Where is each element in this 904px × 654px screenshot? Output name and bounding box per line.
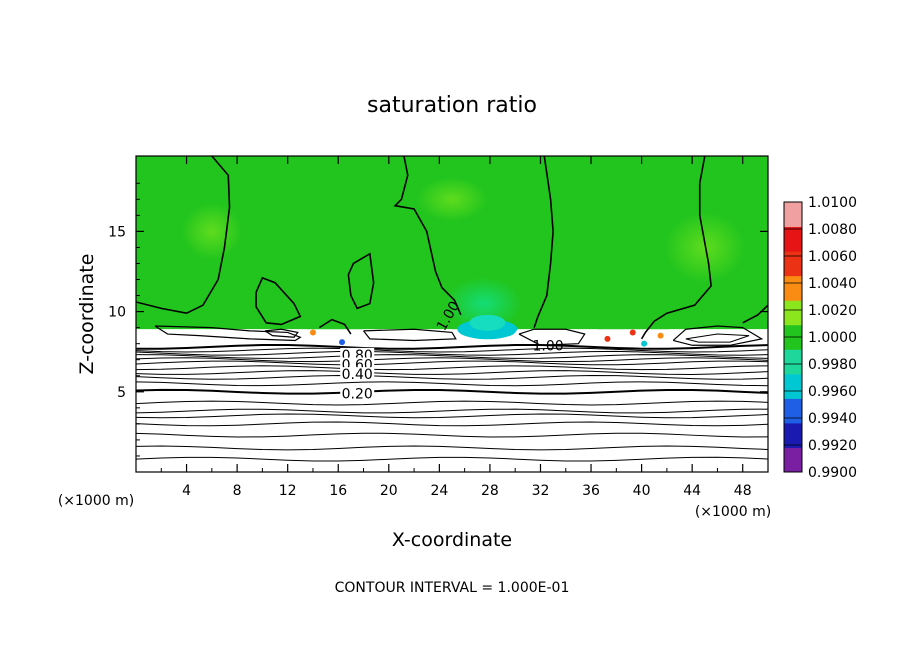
x-tick-label: 44 xyxy=(683,483,701,499)
contour-cloud xyxy=(264,328,299,338)
colorbar-label: 0.9980 xyxy=(808,357,857,373)
y-tick-label: 10 xyxy=(108,305,126,321)
subsaturated-gap xyxy=(136,329,768,344)
x-tick-label: 16 xyxy=(329,483,347,499)
contour-1-00 xyxy=(742,304,768,324)
x-axis-unit-left: (×1000 m) xyxy=(58,493,134,509)
colorbar-swatch xyxy=(784,447,802,473)
contour-stable xyxy=(136,350,768,356)
colorbar-label: 1.0060 xyxy=(808,249,857,265)
colorbar-label: 1.0080 xyxy=(808,222,857,238)
y-axis-label: Z-coordinate xyxy=(76,254,98,375)
contour-stable xyxy=(136,360,768,366)
contour-1-00 xyxy=(347,252,375,310)
contour-1-00 xyxy=(318,318,352,335)
contour-cloud xyxy=(672,325,764,346)
contour-stable xyxy=(136,388,768,395)
contour-stable xyxy=(136,344,768,350)
contour-stable xyxy=(136,357,768,363)
colorbar-swatch xyxy=(784,251,802,277)
contour-1-00 xyxy=(533,156,554,328)
colorbar-swatch xyxy=(784,398,802,424)
contour-stable xyxy=(136,370,768,375)
contour-stable xyxy=(136,408,768,414)
colorbar-label: 0.9920 xyxy=(808,438,857,454)
colorbar-label: 1.0100 xyxy=(808,195,857,211)
x-tick-label: 32 xyxy=(532,483,550,499)
x-tick-label: 28 xyxy=(481,483,499,499)
contour-stable xyxy=(136,456,768,462)
contour-1-00 xyxy=(640,156,712,340)
plot-frame xyxy=(135,155,769,473)
contour-stable xyxy=(136,347,768,353)
y-tick-label: 15 xyxy=(108,224,126,240)
contour-1-00 xyxy=(393,156,462,316)
colorbar-label: 1.0040 xyxy=(808,276,857,292)
field-patch xyxy=(445,277,522,330)
contour-label: 0.20 xyxy=(342,386,373,402)
x-tick-label: 20 xyxy=(380,483,398,499)
contour-1-00 xyxy=(136,156,231,315)
contour-cloud xyxy=(363,328,457,342)
colorbar-label: 0.9960 xyxy=(808,384,857,400)
x-axis-unit-right: (×1000 m) xyxy=(695,504,771,520)
contour-stable xyxy=(136,354,768,359)
colorbar-swatch xyxy=(784,300,802,326)
field-speck xyxy=(629,329,636,336)
field-speck xyxy=(309,329,316,336)
colorbar-label: 1.0020 xyxy=(808,303,857,319)
contour-stable xyxy=(136,400,768,406)
contour-label: 1.00 xyxy=(532,338,563,354)
contour-label-bg xyxy=(340,367,375,382)
x-tick-label: 40 xyxy=(633,483,651,499)
x-tick-label: 8 xyxy=(233,483,242,499)
colorbar-swatch xyxy=(784,226,802,252)
x-tick-label: 48 xyxy=(734,483,752,499)
x-tick-label: 4 xyxy=(182,483,191,499)
contour-stable xyxy=(136,432,768,438)
x-axis-label: X-coordinate xyxy=(392,529,512,551)
colorbar-swatch xyxy=(784,349,802,375)
colorbar-swatch xyxy=(784,422,802,448)
colorbar-label: 0.9940 xyxy=(808,411,857,427)
contour-cloud xyxy=(154,325,302,342)
contour-stable xyxy=(136,381,768,387)
colorbar-label: 1.0000 xyxy=(808,330,857,346)
field-patch xyxy=(181,203,242,260)
contour-cloud xyxy=(685,333,750,343)
y-tick-label: 5 xyxy=(117,385,126,401)
colorbar-swatch xyxy=(784,275,802,301)
contour-interval-note: CONTOUR INTERVAL = 1.000E-01 xyxy=(335,580,570,596)
field-patch xyxy=(664,212,745,283)
field-speck xyxy=(339,339,346,346)
colorbar-label: 0.9900 xyxy=(808,465,857,481)
field-speck xyxy=(657,332,664,339)
plot-area xyxy=(136,156,768,472)
colorbar: 0.9900 0.9920 0.9940 0.9960 0.9980 1.0000 1.00… xyxy=(783,195,857,481)
x-tick-label: 36 xyxy=(582,483,600,499)
contour-stable xyxy=(136,365,768,371)
contour-stable xyxy=(136,374,768,380)
x-tick-label: 24 xyxy=(430,483,448,499)
contour-1-00 xyxy=(255,276,302,326)
contour-label-bg xyxy=(340,386,375,401)
colorbar-swatch xyxy=(784,202,802,228)
contour-label: 0.40 xyxy=(342,367,373,383)
field-patch xyxy=(469,314,506,331)
x-tick-label: 12 xyxy=(279,483,297,499)
field-patch xyxy=(417,177,487,222)
contour-stable xyxy=(136,413,768,419)
colorbar-swatch xyxy=(784,373,802,399)
contour-stable xyxy=(136,421,768,427)
field-speck xyxy=(641,340,648,347)
contour-stable xyxy=(136,445,768,451)
chart-title: saturation ratio xyxy=(367,93,537,118)
field-speck xyxy=(604,335,611,342)
